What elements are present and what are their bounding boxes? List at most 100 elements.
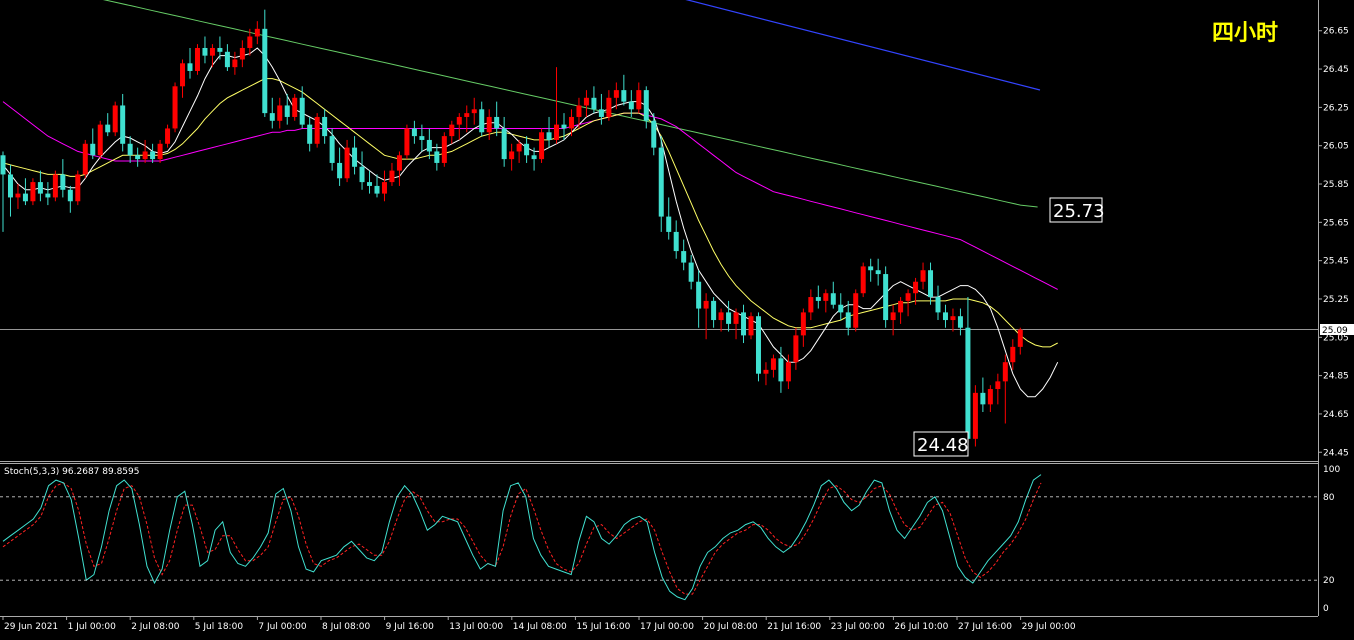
candle [643,86,649,129]
candle [359,151,365,190]
candle [120,93,126,152]
candle [883,266,889,328]
candle [613,82,619,110]
candle [209,44,215,68]
candle [486,109,492,140]
candle [434,143,440,171]
candle-body [576,105,582,117]
candle-body [112,105,118,133]
candle [658,136,664,232]
candle-body [875,270,881,275]
candle [703,293,709,340]
candle-body [823,293,829,301]
candle [598,93,604,125]
candle-body [479,109,485,133]
candle [920,262,926,290]
candle [755,312,761,382]
candle-body [449,124,455,137]
candle [636,82,642,114]
candle [785,354,791,390]
time-tick-label: 7 Jul 00:00 [258,622,307,632]
time-tick-label: 21 Jul 16:00 [767,622,821,632]
candle-body [591,97,597,110]
candle-body [598,109,604,117]
candle-body [726,312,732,324]
time-tick-label: 23 Jul 00:00 [831,622,885,632]
candle-body [419,136,425,140]
ma-longest-line [685,0,1041,91]
candle-body [531,155,537,160]
candle [254,21,260,45]
candle [696,270,702,328]
candle-body [344,147,350,179]
candle-body [546,132,552,140]
candle-body [838,304,844,313]
candle [426,128,432,160]
candle-body [853,293,859,328]
candle-body [621,90,627,102]
stoch-tick-label: 20 [1323,576,1335,586]
candle [681,239,687,271]
candle-body [808,297,814,313]
candle-body [965,327,971,439]
candle-body [568,116,574,129]
candle-body [97,124,103,156]
candle-body [995,381,1001,390]
candle [194,44,200,75]
candle [239,40,245,68]
candle-body [800,312,806,336]
candle-body [942,312,948,321]
candle [277,97,283,129]
candle [823,289,829,313]
candle [232,51,238,75]
candle [1002,354,1008,424]
candle-body [202,47,208,56]
candle-body [890,312,896,321]
ma-mid-line [2,78,1058,348]
candle-body [367,182,373,186]
candle-body [157,143,163,160]
candle-body [209,47,215,56]
time-tick-label: 9 Jul 16:00 [386,622,435,632]
candle-body [905,293,911,301]
candle-body [1017,329,1023,347]
candle [127,136,133,163]
candle [838,293,844,321]
candle [561,113,567,140]
price-tick-label: 25.25 [1323,295,1349,305]
candle-body [763,369,769,374]
candle-body [980,392,986,405]
stoch-main-line [2,474,1042,601]
price-tick-label: 26.45 [1323,65,1349,75]
candle [75,170,81,206]
candle [1010,339,1016,370]
candle-body [688,262,694,282]
candle-body [524,143,530,156]
candle [815,285,821,309]
candle-body [509,151,515,160]
candle-body [217,47,223,52]
candle [935,285,941,321]
candle-body [703,300,709,309]
candle [494,101,500,137]
time-tick-label: 29 Jun 2021 [4,622,58,632]
candle [419,124,425,152]
stochastic-axis: 100 80 20 0 [0,465,1340,614]
candle [972,385,978,447]
candle-body [741,312,747,336]
candle-body [928,270,934,298]
candle [165,124,171,148]
candle-body [60,174,66,190]
candle-body [830,293,836,305]
time-tick-label: 27 Jul 16:00 [958,622,1012,632]
candle [666,197,672,240]
indicator-label: Stoch(5,3,3) 96.2687 89.8595 [4,467,139,477]
candle-body [247,36,253,48]
candle-body [972,392,978,439]
price-tick-label: 25.05 [1323,333,1349,343]
candle-body [628,101,634,110]
price-tick-label: 26.25 [1323,103,1349,113]
candle [741,304,747,344]
price-tick-label: 24.85 [1323,372,1349,382]
candle-body [120,105,126,144]
